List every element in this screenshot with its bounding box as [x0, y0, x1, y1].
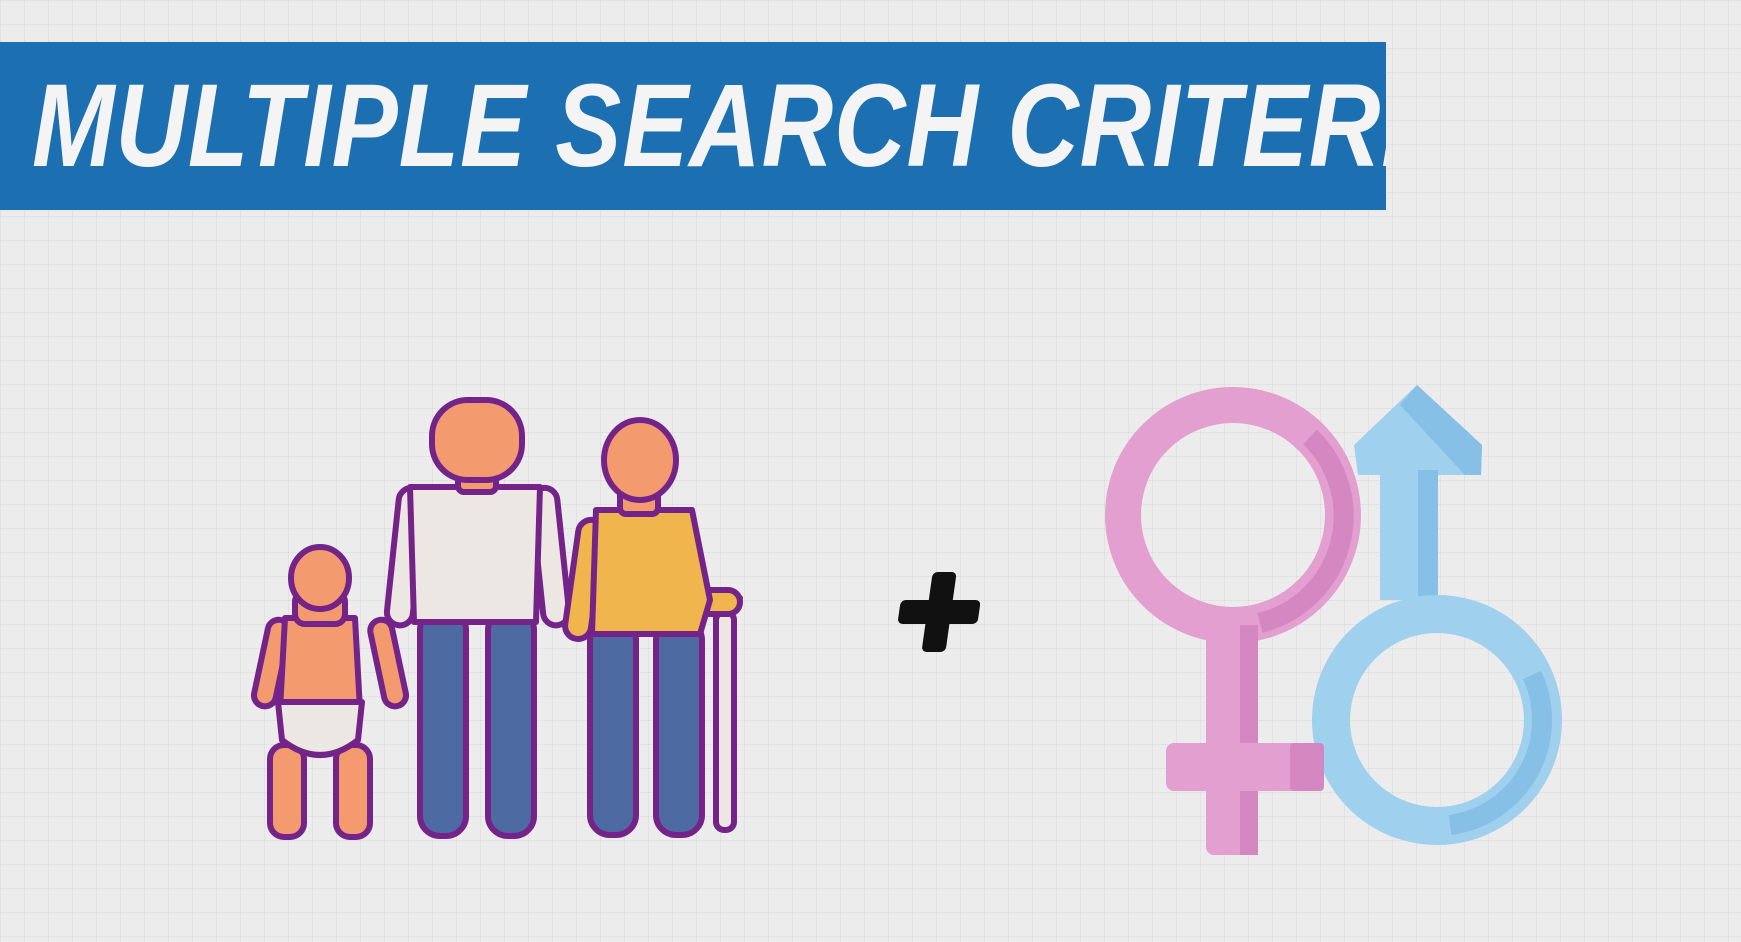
baby-figure: [250, 544, 410, 840]
page-title: MULTIPLE SEARCH CRITERIA?: [32, 60, 1386, 192]
gender-symbols-icon: [1105, 385, 1562, 855]
adult-figure: [383, 397, 573, 839]
male-symbol-icon: [1312, 385, 1562, 845]
elderly-figure: [562, 417, 743, 838]
plus-icon: [898, 572, 980, 652]
female-symbol-icon: [1105, 387, 1361, 855]
age-group-icon: [250, 397, 743, 840]
title-banner: MULTIPLE SEARCH CRITERIA?: [0, 42, 1386, 210]
